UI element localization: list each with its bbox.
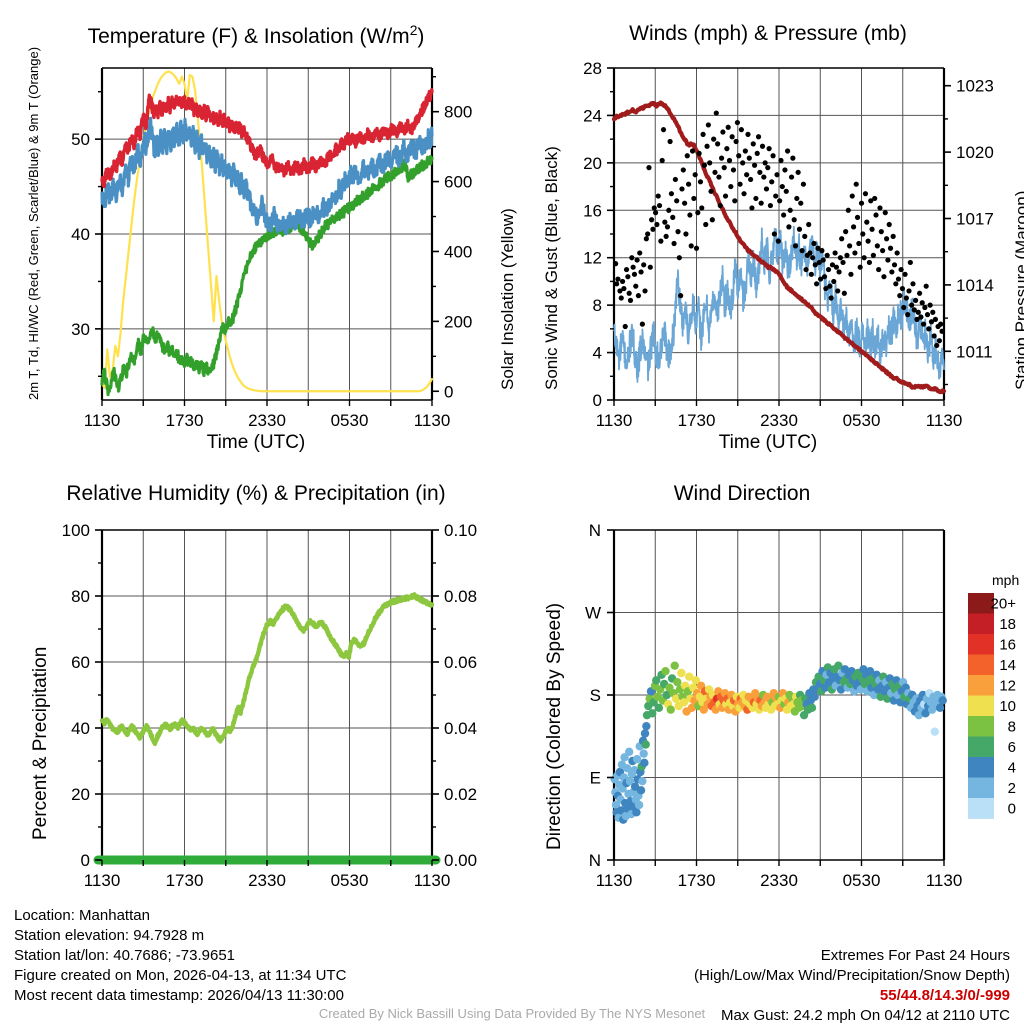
svg-text:1014: 1014 [956, 276, 994, 295]
svg-text:1130: 1130 [414, 871, 451, 890]
chart-temperature-insolation: 30 40 50 0 200 400 600 800 1130 1730 2330 0530 1130 [71, 67, 472, 430]
extremes-subheading: (High/Low/Max Wind/Precipitation/Snow De… [694, 967, 1010, 984]
svg-text:1730: 1730 [166, 411, 204, 430]
chart-winds-pressure: 0 4 8 12 16 20 24 28 1011 1014 1017 1020 1023 1130 173… [583, 59, 994, 430]
watermark-credit: Created By Nick Bassill Using Data Provi… [318, 1006, 706, 1021]
footer-elevation: Station elevation: 94.7928 m [14, 927, 205, 944]
panel-title-winds: Winds (mph) & Pressure (mb) [629, 22, 907, 45]
svg-text:1730: 1730 [678, 871, 716, 890]
svg-text:16: 16 [999, 636, 1016, 653]
svg-text:2330: 2330 [760, 411, 798, 430]
svg-text:0.00: 0.00 [444, 851, 477, 870]
svg-text:60: 60 [71, 653, 90, 672]
svg-text:6: 6 [1008, 739, 1016, 756]
svg-text:600: 600 [444, 173, 472, 192]
panel-winds-pressure: Winds (mph) & Pressure (mb) Sonic Wind &… [512, 0, 1024, 460]
svg-text:N: N [589, 851, 601, 870]
svg-text:N: N [589, 521, 601, 540]
x-axis-label-temperature: Time (UTC) [206, 432, 306, 453]
svg-text:1730: 1730 [678, 411, 716, 430]
svg-text:80: 80 [71, 587, 90, 606]
svg-text:W: W [585, 604, 601, 623]
svg-text:400: 400 [444, 242, 472, 261]
svg-text:30: 30 [71, 320, 90, 339]
svg-text:1130: 1130 [926, 871, 963, 890]
svg-text:4: 4 [593, 344, 602, 363]
footer-location: Location: Manhattan [14, 907, 150, 924]
svg-text:4: 4 [1008, 759, 1016, 776]
svg-text:1130: 1130 [596, 871, 633, 890]
svg-text:100: 100 [62, 521, 90, 540]
svg-text:1130: 1130 [414, 411, 451, 430]
svg-text:16: 16 [583, 201, 602, 220]
extremes-heading: Extremes For Past 24 Hours [820, 947, 1010, 964]
footer-created: Figure created on Mon, 2026-04-13, at 11… [14, 967, 347, 984]
svg-text:1730: 1730 [166, 871, 204, 890]
svg-text:40: 40 [71, 225, 90, 244]
svg-text:40: 40 [71, 719, 90, 738]
svg-text:8: 8 [1008, 718, 1016, 735]
svg-text:12: 12 [999, 677, 1016, 694]
x-axis-label-winds: Time (UTC) [718, 432, 818, 453]
svg-text:20: 20 [71, 785, 90, 804]
svg-text:0.08: 0.08 [444, 587, 477, 606]
svg-text:28: 28 [583, 59, 602, 78]
svg-text:0.02: 0.02 [444, 785, 477, 804]
svg-text:1011: 1011 [956, 342, 993, 361]
svg-text:14: 14 [999, 657, 1016, 674]
svg-text:800: 800 [444, 103, 472, 122]
svg-text:0.10: 0.10 [444, 521, 477, 540]
svg-text:20+: 20+ [991, 595, 1017, 612]
svg-text:1130: 1130 [926, 411, 963, 430]
colorbar-unit-label: mph [992, 572, 1020, 588]
svg-text:0.04: 0.04 [444, 719, 477, 738]
svg-text:0530: 0530 [331, 871, 369, 890]
svg-text:0530: 0530 [843, 871, 881, 890]
svg-text:2330: 2330 [248, 411, 286, 430]
footer-timestamp: Most recent data timestamp: 2026/04/13 1… [14, 987, 344, 1004]
svg-text:1023: 1023 [956, 77, 994, 96]
svg-text:0: 0 [593, 391, 602, 410]
svg-text:2330: 2330 [760, 871, 798, 890]
svg-text:S: S [590, 686, 601, 705]
panel-title-wind-direction: Wind Direction [673, 482, 811, 505]
panel-title-humidity: Relative Humidity (%) & Precipitation (i… [66, 482, 446, 505]
chart-humidity-precipitation: 0 20 40 60 80 100 0.00 0.02 0.04 0.06 0.08 0.10 1130… [62, 521, 477, 890]
footer-station-info: Location: Manhattan Station elevation: 9… [14, 906, 346, 1006]
panel-temperature-insolation: Temperature (F) & Insolation (W/m2) 2m T… [0, 0, 517, 460]
svg-text:1130: 1130 [596, 411, 633, 430]
svg-text:20: 20 [583, 154, 602, 173]
svg-text:0: 0 [81, 851, 90, 870]
svg-text:0.06: 0.06 [444, 653, 477, 672]
svg-text:1017: 1017 [956, 210, 994, 229]
svg-text:0530: 0530 [331, 411, 369, 430]
extremes-max-gust: Max Gust: 24.2 mph On 04/12 at 2110 UTC [720, 1007, 1010, 1024]
footer-latlon: Station lat/lon: 40.7686; -73.9651 [14, 947, 236, 964]
svg-text:8: 8 [593, 296, 602, 315]
svg-text:200: 200 [444, 312, 472, 331]
svg-text:1130: 1130 [84, 411, 121, 430]
panel-wind-direction: Wind Direction Direction (Colored By Spe… [512, 460, 1024, 900]
svg-text:50: 50 [71, 130, 90, 149]
svg-text:24: 24 [583, 106, 602, 125]
svg-text:10: 10 [999, 698, 1016, 715]
svg-text:1130: 1130 [84, 871, 121, 890]
svg-text:1020: 1020 [956, 143, 994, 162]
colorbar-wind-speed: 20+ 18 16 14 12 10 8 6 4 2 0 [968, 593, 1017, 819]
footer-extremes: Extremes For Past 24 Hours (High/Low/Max… [694, 946, 1010, 1026]
panel-humidity-precipitation: Relative Humidity (%) & Precipitation (i… [0, 460, 512, 900]
svg-text:12: 12 [583, 249, 602, 268]
svg-text:2330: 2330 [248, 871, 286, 890]
extremes-values: 55/44.8/14.3/0/-999 [879, 987, 1010, 1004]
panel-title-temperature: Temperature (F) & Insolation (W/m2) [87, 22, 425, 48]
svg-text:0: 0 [1008, 800, 1016, 817]
svg-text:18: 18 [999, 616, 1016, 633]
svg-text:2: 2 [1008, 780, 1016, 797]
svg-text:0: 0 [444, 382, 453, 401]
svg-text:0530: 0530 [843, 411, 881, 430]
svg-text:E: E [590, 769, 601, 788]
